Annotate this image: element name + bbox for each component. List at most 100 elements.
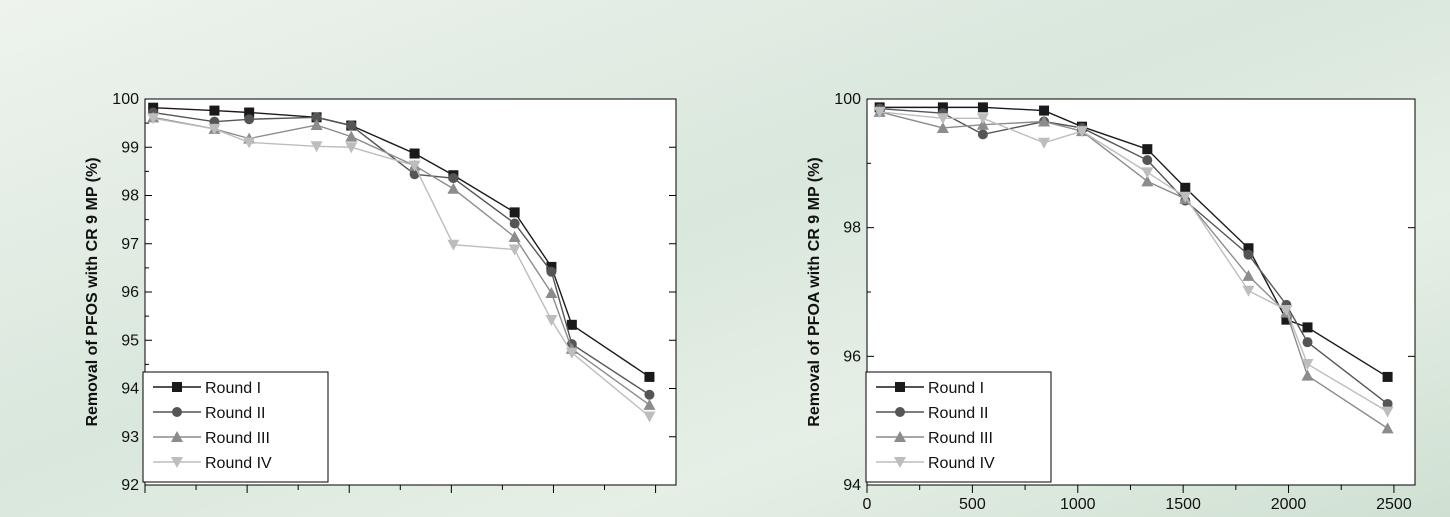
data-point [345, 142, 358, 154]
data-point [1075, 126, 1088, 138]
legend-label: Round II [205, 405, 265, 422]
data-point [643, 398, 656, 410]
data-point [244, 114, 255, 125]
data-point [1243, 249, 1254, 260]
data-point [1302, 337, 1313, 348]
data-point [546, 266, 557, 277]
data-point [936, 113, 949, 125]
data-point [977, 129, 988, 140]
y-tick-label: 99 [121, 139, 139, 156]
y-tick-label: 92 [121, 477, 139, 494]
data-point [244, 107, 255, 118]
y-tick-label: 94 [121, 381, 139, 398]
legend-marker [172, 382, 182, 392]
data-point [448, 173, 459, 184]
data-point [643, 411, 656, 423]
y-axis-title: Removal of PFOA with CR 9 MP (%) [806, 157, 823, 426]
data-point [408, 160, 421, 172]
data-point [1142, 144, 1153, 155]
data-point [147, 113, 160, 125]
data-point [1381, 406, 1394, 418]
data-point [345, 130, 358, 142]
legend-label: Round III [205, 430, 270, 447]
x-tick-label: 500 [959, 496, 986, 513]
legend-label: Round IV [928, 455, 995, 472]
data-point [243, 137, 256, 149]
y-tick-label: 95 [121, 332, 139, 349]
legend: Round I Round II Round III Round IV [142, 371, 329, 483]
data-point [936, 121, 949, 133]
y-axis-title: Removal of PFOS with CR 9 MP (%) [84, 157, 101, 426]
data-point [1382, 398, 1393, 409]
data-point [1302, 322, 1313, 333]
data-point [1381, 422, 1394, 434]
data-point [1242, 269, 1255, 281]
data-point [1280, 305, 1293, 317]
data-point [565, 347, 578, 359]
data-point [1301, 359, 1314, 371]
data-point [1180, 182, 1191, 193]
legend-marker [171, 431, 183, 442]
data-point [976, 113, 989, 125]
data-point [1243, 243, 1254, 254]
y-tick-label: 94 [843, 477, 861, 494]
y-tick-label: 98 [843, 220, 861, 237]
data-point [977, 102, 988, 113]
data-point [1281, 314, 1292, 325]
data-point [310, 119, 323, 131]
data-point [1382, 371, 1393, 382]
data-point [545, 286, 558, 298]
data-point [1301, 369, 1314, 381]
x-tick-label: 0 [863, 496, 872, 513]
legend-label: Round III [928, 430, 993, 447]
data-point [208, 123, 221, 135]
data-point [310, 141, 323, 153]
data-point [644, 389, 655, 400]
data-point [1039, 105, 1050, 116]
data-point [1141, 175, 1154, 187]
x-tick-label: 1500 [1165, 496, 1201, 513]
data-point [509, 218, 520, 229]
y-tick-label: 100 [112, 91, 139, 108]
data-point [644, 371, 655, 382]
data-point [311, 112, 322, 123]
series-round-iv [147, 113, 656, 423]
y-tick-label: 96 [843, 348, 861, 365]
data-point [1242, 285, 1255, 297]
data-point [1179, 191, 1192, 203]
legend-marker [894, 431, 906, 442]
y-tick-label: 97 [121, 236, 139, 253]
y-tick-label: 96 [121, 284, 139, 301]
legend-marker [171, 457, 183, 468]
data-point [1038, 115, 1051, 127]
data-point [1142, 155, 1153, 166]
chart-1: 92 93 94 95 96 97 98 99 100 Removal of PFOS with … [84, 91, 677, 494]
legend-label: Round II [928, 405, 988, 422]
data-point [447, 239, 460, 251]
data-point [545, 314, 558, 326]
data-point [509, 207, 520, 218]
series-round-iv [873, 106, 1394, 418]
legend-label: Round IV [205, 455, 272, 472]
legend-marker [172, 407, 182, 417]
data-point [508, 244, 521, 256]
y-tick-label: 98 [121, 188, 139, 205]
data-point [447, 182, 460, 194]
legend-marker [895, 382, 905, 392]
legend: Round I Round II Round III Round IV [865, 371, 1052, 483]
data-point [1038, 137, 1051, 149]
x-tick-label: 2500 [1376, 496, 1412, 513]
data-point [346, 120, 357, 131]
data-point [1141, 167, 1154, 179]
legend-label: Round I [205, 380, 261, 397]
x-tick-label: 2000 [1271, 496, 1307, 513]
data-point [566, 319, 577, 330]
x-tick-label: 1000 [1060, 496, 1096, 513]
y-tick-label: 100 [834, 91, 861, 108]
data-point [508, 230, 521, 242]
legend-label: Round I [928, 380, 984, 397]
data-point [409, 148, 420, 159]
data-point [937, 102, 948, 113]
